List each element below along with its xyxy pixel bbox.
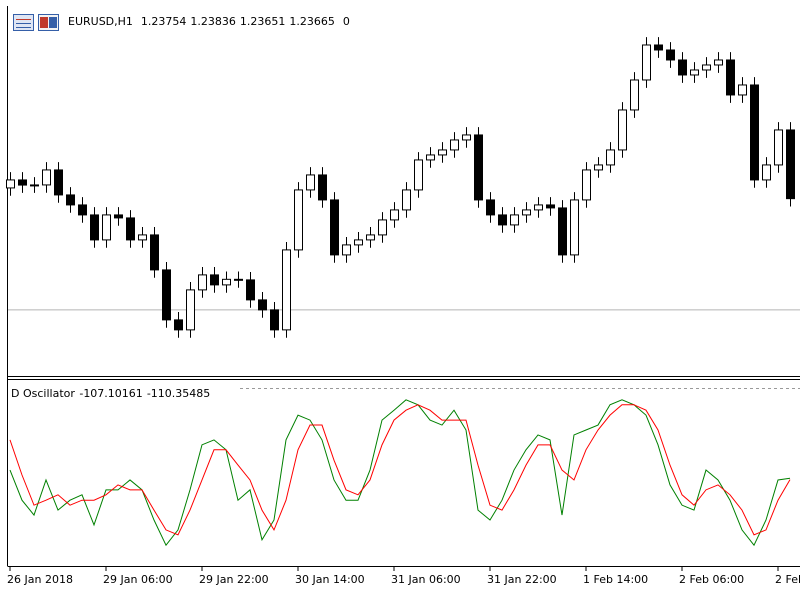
candle-body	[390, 209, 399, 221]
candle-body	[198, 274, 207, 291]
candle-body	[534, 204, 543, 211]
x-tick-label: 1 Feb 14:00	[583, 573, 648, 586]
header-value: 0	[343, 15, 350, 28]
candle-body	[462, 134, 471, 141]
candle-body	[582, 169, 591, 201]
candle-body	[450, 139, 459, 151]
candle-body	[246, 279, 255, 301]
x-tick-label: 30 Jan 14:00	[295, 573, 365, 586]
candle-body	[30, 184, 39, 187]
candle-body	[102, 214, 111, 241]
candle-body	[594, 164, 603, 171]
candle-body	[126, 217, 135, 241]
candle-body	[678, 59, 687, 76]
candle-body	[438, 149, 447, 156]
candle-body	[786, 129, 795, 200]
candle-body	[522, 209, 531, 216]
icon-flag-part	[49, 17, 57, 28]
icon-flag-part	[40, 17, 48, 28]
candle-body	[18, 179, 27, 186]
candle-body	[222, 278, 231, 286]
candle-body	[234, 278, 243, 281]
x-tick-label: 2 Feb 22:00	[775, 573, 800, 586]
candle-body	[78, 204, 87, 216]
candle-body	[606, 149, 615, 166]
oscillator-line	[9, 399, 791, 547]
candle-body	[774, 129, 783, 166]
candle-body	[282, 249, 291, 331]
candle-body	[294, 189, 303, 251]
icon-grid	[13, 14, 34, 31]
candle-body	[618, 109, 627, 151]
candle-body	[174, 319, 183, 331]
candle-body	[546, 204, 555, 209]
candle-body	[750, 84, 759, 181]
header-value: 1.23651	[240, 15, 286, 28]
candle-body	[342, 244, 351, 256]
candle-body	[138, 234, 147, 241]
candle-body	[162, 269, 171, 321]
candle-body	[66, 194, 75, 206]
candle-body	[318, 174, 327, 201]
candle-body	[630, 79, 639, 111]
x-tick-label: 29 Jan 22:00	[199, 573, 269, 586]
candle-body	[414, 159, 423, 191]
candle-body	[738, 84, 747, 96]
indicator-value: -107.10161	[79, 387, 142, 400]
candle-body	[498, 214, 507, 226]
header-value: 1.23836	[190, 15, 236, 28]
candle-body	[690, 69, 699, 76]
candle-body	[558, 207, 567, 256]
candle-body	[486, 199, 495, 216]
candle-body	[330, 199, 339, 256]
candle-body	[726, 59, 735, 96]
candle-body	[366, 234, 375, 241]
oscillator-line	[9, 404, 791, 536]
candle-body	[510, 214, 519, 226]
candle-body	[402, 189, 411, 211]
candle-body	[474, 134, 483, 201]
candle-body	[258, 299, 267, 311]
candle-body	[90, 214, 99, 241]
x-tick-label: 26 Jan 2018	[7, 573, 73, 586]
x-tick-label: 29 Jan 06:00	[103, 573, 173, 586]
candle-body	[114, 214, 123, 219]
x-tick-label: 31 Jan 22:00	[487, 573, 557, 586]
candle-body	[186, 289, 195, 331]
candle-body	[42, 169, 51, 186]
candle-body	[714, 59, 723, 66]
indicator-value: -110.35485	[147, 387, 210, 400]
candle-body	[354, 239, 363, 246]
header-value: 1.23665	[289, 15, 335, 28]
header-value: 1.23754	[141, 15, 187, 28]
candle-body	[54, 169, 63, 196]
indicator-title: D Oscillator	[11, 387, 75, 400]
candle-body	[426, 154, 435, 161]
candle-body	[762, 164, 771, 181]
candle-body	[666, 49, 675, 61]
candle-body	[6, 179, 15, 189]
candle-body	[306, 174, 315, 191]
candle-body	[210, 274, 219, 286]
candle-body	[702, 64, 711, 71]
candle-body	[654, 44, 663, 51]
candle-body	[378, 219, 387, 236]
symbol-title: EURUSD,H1	[68, 15, 133, 28]
x-tick-label: 2 Feb 06:00	[679, 573, 744, 586]
candle-body	[270, 309, 279, 331]
candle-body	[570, 199, 579, 256]
chart-icons	[13, 14, 59, 31]
candle-body	[642, 44, 651, 81]
candle-body	[150, 234, 159, 271]
x-tick-label: 31 Jan 06:00	[391, 573, 461, 586]
